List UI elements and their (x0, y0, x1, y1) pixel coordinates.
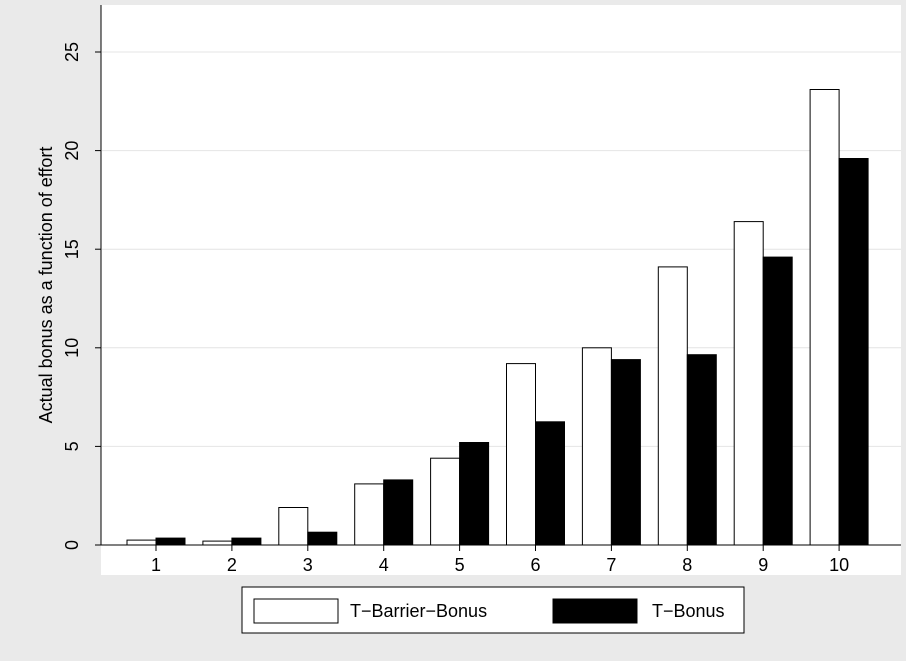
bar-t-bonus-3 (307, 531, 338, 546)
bar-t-bonus-2 (231, 537, 262, 546)
y-tick-label-5: 5 (62, 441, 82, 451)
y-axis-label: Actual bonus as a function of effort (36, 147, 56, 424)
bar-t-barrier-bonus-1 (126, 539, 157, 546)
x-tick-label-7: 7 (606, 555, 616, 575)
y-tick-label-0: 0 (62, 540, 82, 550)
legend-label-t-barrier-bonus: T−Barrier−Bonus (350, 601, 487, 621)
x-tick-label-10: 10 (829, 555, 849, 575)
bar-t-barrier-bonus-4 (354, 483, 385, 546)
axes: 0 5 10 15 20 25 1 2 3 4 5 6 7 8 9 10 (62, 5, 901, 575)
x-tick-label-2: 2 (227, 555, 237, 575)
bar-t-bonus-4 (383, 479, 414, 546)
bar-t-bonus-10 (838, 158, 869, 546)
y-tick-label-15: 15 (62, 239, 82, 259)
x-tick-label-3: 3 (303, 555, 313, 575)
y-tick-label-20: 20 (62, 141, 82, 161)
bar-t-barrier-bonus-6 (506, 363, 536, 546)
x-tick-label-5: 5 (455, 555, 465, 575)
bar-t-bonus-7 (610, 359, 641, 546)
bar-t-barrier-bonus-2 (202, 540, 233, 546)
legend-label-t-bonus: T−Bonus (652, 601, 725, 621)
x-tick-label-4: 4 (379, 555, 389, 575)
x-tick-label-9: 9 (758, 555, 768, 575)
bar-t-barrier-bonus-9 (733, 221, 764, 546)
bar-t-barrier-bonus-7 (581, 347, 612, 546)
x-tick-label-1: 1 (151, 555, 161, 575)
bars (126, 89, 869, 546)
x-tick-label-6: 6 (530, 555, 540, 575)
legend: T−Barrier−Bonus T−Bonus (241, 586, 745, 634)
y-tick-label-10: 10 (62, 338, 82, 358)
legend-swatch-t-bonus (552, 598, 638, 624)
legend-swatch-t-barrier-bonus (253, 598, 339, 624)
y-tick-label-25: 25 (62, 42, 82, 62)
bar-t-bonus-8 (686, 354, 717, 546)
bar-t-bonus-5 (459, 442, 490, 546)
bar-t-barrier-bonus-8 (657, 266, 688, 546)
bar-t-barrier-bonus-3 (278, 507, 309, 546)
bar-t-bonus-9 (762, 256, 793, 546)
x-tick-label-8: 8 (682, 555, 692, 575)
bar-t-bonus-6 (535, 421, 565, 546)
bar-t-bonus-1 (155, 537, 186, 546)
bar-t-barrier-bonus-10 (809, 89, 840, 546)
bar-t-barrier-bonus-5 (430, 457, 461, 546)
